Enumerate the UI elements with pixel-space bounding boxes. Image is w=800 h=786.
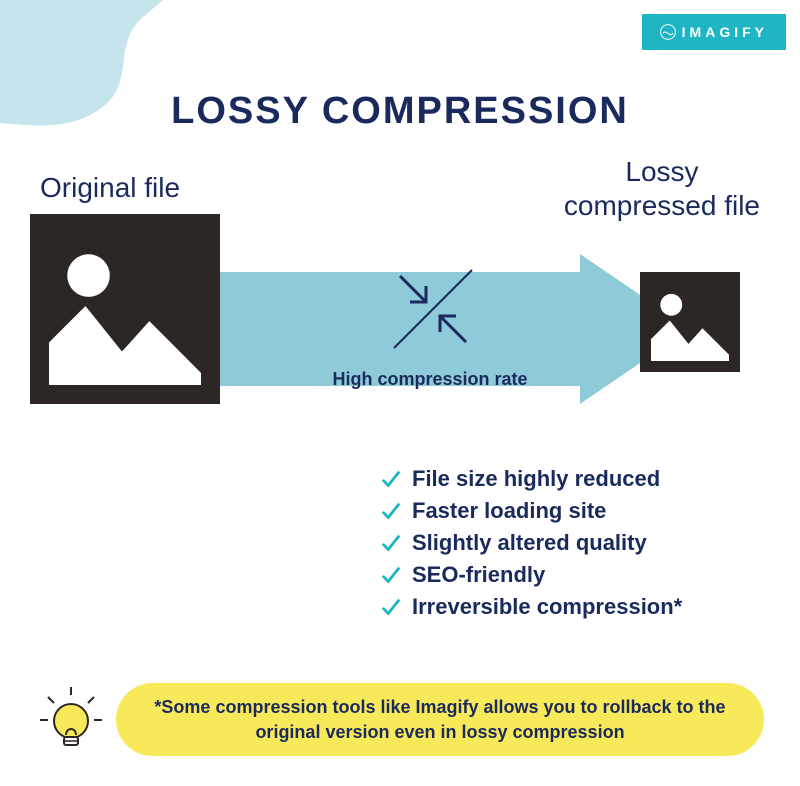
label-original-file: Original file [40, 172, 180, 204]
compression-diagram: High compression rate [30, 214, 770, 434]
original-image-placeholder [30, 214, 220, 404]
compressed-image-placeholder [640, 272, 740, 372]
benefit-item: File size highly reduced [380, 466, 682, 492]
decorative-blob [0, 0, 220, 160]
page-title: LOSSY COMPRESSION [0, 90, 800, 133]
check-icon [380, 564, 402, 586]
compression-rate-label: High compression rate [320, 369, 540, 390]
benefit-item: Faster loading site [380, 498, 682, 524]
benefit-item: Irreversible compression* [380, 594, 682, 620]
brand-logo-icon [660, 24, 676, 40]
check-icon [380, 468, 402, 490]
brand-badge: IMAGIFY [642, 14, 786, 50]
check-icon [380, 596, 402, 618]
label-compressed-file: Lossy compressed file [564, 155, 760, 222]
footnote-text: *Some compression tools like Imagify all… [116, 683, 764, 756]
benefits-list: File size highly reduced Faster loading … [380, 460, 682, 626]
footnote-wrap: *Some compression tools like Imagify all… [36, 683, 764, 756]
image-icon [49, 233, 201, 385]
check-icon [380, 532, 402, 554]
image-icon [651, 283, 729, 361]
brand-name: IMAGIFY [682, 24, 768, 40]
benefit-item: Slightly altered quality [380, 530, 682, 556]
benefit-item: SEO-friendly [380, 562, 682, 588]
check-icon [380, 500, 402, 522]
lightbulb-icon [36, 685, 106, 755]
compress-icon [388, 264, 478, 354]
